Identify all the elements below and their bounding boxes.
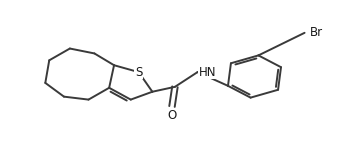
Text: Br: Br <box>310 26 323 39</box>
Text: HN: HN <box>198 66 216 79</box>
Text: O: O <box>168 109 176 122</box>
Text: S: S <box>135 66 142 79</box>
